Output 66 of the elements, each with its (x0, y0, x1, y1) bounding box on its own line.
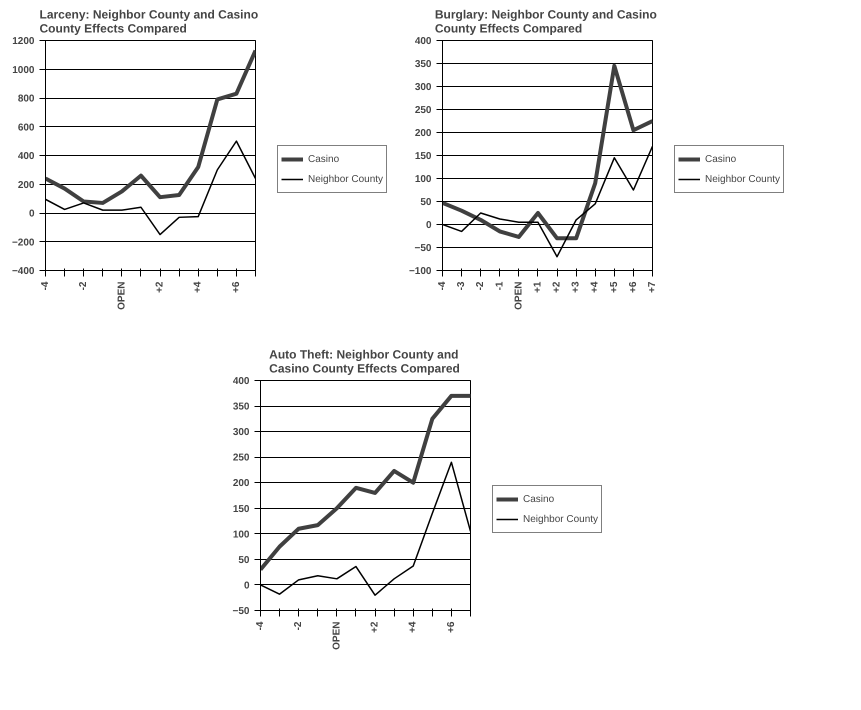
x-tick-label: -1 (494, 281, 506, 290)
y-tick-label: −50 (232, 606, 250, 617)
line-series (260, 394, 470, 572)
x-tick-label: +2 (154, 281, 166, 293)
x-tick-label: -2 (293, 621, 304, 630)
chart-title: Larceny: Neighbor County and Casino County Effects Compared (39, 8, 258, 36)
x-tick-label: +4 (408, 621, 419, 633)
x-tick-label: +6 (230, 281, 242, 293)
y-tick-label: 300 (414, 82, 432, 93)
y-tick-label: 250 (232, 452, 250, 464)
x-tick-label: +7 (647, 281, 658, 293)
y-tick-label: 350 (232, 402, 250, 413)
x-tick-label: +2 (370, 621, 381, 633)
x-tick-label: +4 (192, 281, 204, 293)
y-tick-label: 50 (238, 554, 250, 566)
y-tick-label: −200 (12, 237, 35, 248)
y-tick-label: 150 (232, 504, 250, 515)
y-tick-label: 200 (232, 478, 250, 490)
y-tick-label: 1200 (12, 36, 35, 47)
y-tick-label: 400 (18, 151, 35, 162)
y-tick-label: 800 (18, 94, 35, 104)
x-tick-label: -3 (456, 281, 468, 290)
y-tick-label: 1000 (12, 64, 35, 76)
y-tick-label: 250 (414, 105, 432, 116)
x-tick-label: +1 (532, 281, 544, 293)
y-tick-label: −50 (414, 243, 432, 254)
x-tick-label: -4 (437, 281, 448, 290)
x-tick-label: -4 (255, 621, 266, 630)
legend-label: Neighbor County (308, 174, 384, 184)
y-tick-label: 150 (414, 151, 432, 162)
x-tick-label: +3 (570, 281, 582, 293)
legend-label: Casino (523, 494, 554, 504)
y-tick-label: 0 (28, 208, 35, 220)
y-tick-label: 100 (232, 529, 250, 540)
y-tick-label: 200 (18, 180, 35, 191)
x-tick-label: OPEN (513, 281, 524, 310)
y-tick-label: 300 (232, 427, 250, 438)
legend-label: Casino (705, 154, 736, 164)
y-tick-label: −400 (12, 266, 35, 277)
legend-label: Neighbor County (705, 174, 780, 184)
chart-title: Auto Theft: Neighbor County and Casino County Effects Compared (269, 348, 460, 376)
line-series (46, 48, 256, 205)
x-tick-label: +6 (446, 621, 457, 633)
y-tick-label: 0 (426, 220, 432, 231)
y-tick-label: 200 (414, 128, 432, 139)
x-tick-label: OPEN (116, 281, 128, 310)
x-tick-label: +5 (608, 281, 620, 293)
y-tick-label: −100 (408, 266, 432, 277)
chart-title: Burglary: Neighbor County and Casino County Effects Compared (434, 8, 657, 36)
x-tick-label: -2 (78, 281, 90, 290)
legend-label: Neighbor County (523, 514, 598, 524)
y-tick-label: 400 (414, 36, 432, 47)
y-tick-label: 600 (18, 122, 35, 134)
y-tick-label: 400 (232, 376, 250, 387)
line-series (442, 64, 652, 240)
y-tick-label: 50 (420, 197, 432, 208)
x-tick-label: OPEN (331, 621, 342, 650)
x-tick-label: +2 (552, 281, 563, 293)
legend-label: Casino (308, 154, 340, 164)
y-tick-label: 0 (244, 580, 250, 592)
y-tick-label: 350 (414, 59, 432, 70)
y-tick-label: 100 (414, 174, 432, 185)
x-tick-label: -2 (475, 281, 486, 290)
x-tick-label: +4 (590, 281, 601, 293)
x-tick-label: +6 (628, 281, 639, 293)
x-tick-label: -4 (40, 281, 51, 290)
